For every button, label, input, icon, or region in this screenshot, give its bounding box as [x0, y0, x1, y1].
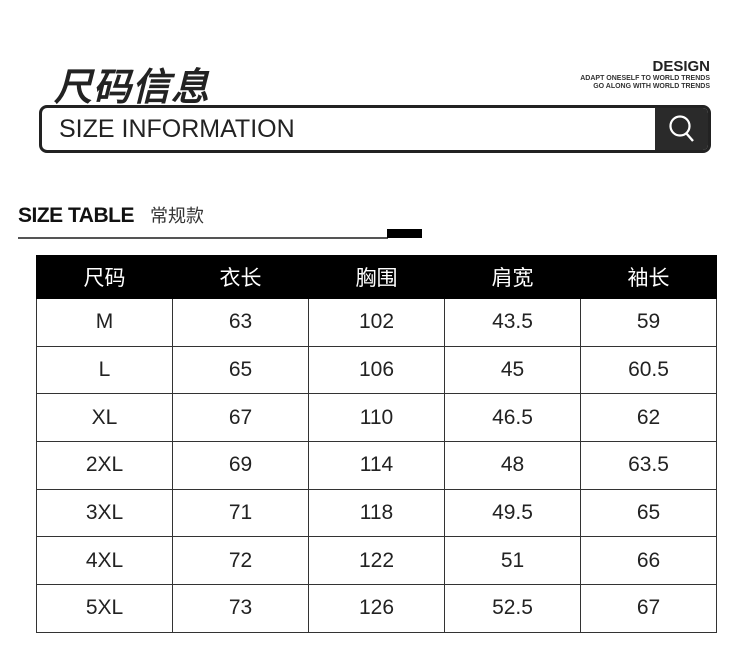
section-title-en: SIZE TABLE [18, 204, 134, 227]
table-cell: L [36, 345, 173, 395]
size-information-text: SIZE INFORMATION [59, 115, 295, 143]
table-cell: 69 [172, 441, 309, 490]
column-header: 尺码 [36, 255, 173, 299]
table-cell: 43.5 [444, 298, 581, 347]
tagline-2: GO ALONG WITH WORLD TRENDS [593, 83, 710, 90]
table-cell: 45 [444, 345, 581, 395]
table-cell: 49.5 [444, 488, 581, 538]
tagline-1: ADAPT ONESELF TO WORLD TRENDS [580, 75, 710, 82]
table-cell: 48 [444, 441, 581, 490]
table-row: 5XL 73 126 52.5 67 [36, 584, 717, 633]
search-button [655, 108, 708, 150]
search-icon [668, 115, 694, 142]
table-row: L 65 106 45 60.5 [36, 345, 717, 395]
table-row: 3XL 71 118 49.5 65 [36, 488, 717, 538]
table-cell: 2XL [36, 441, 173, 490]
table-cell: 65 [580, 488, 717, 538]
table-cell: 114 [308, 441, 445, 490]
table-cell: 62 [580, 393, 717, 443]
table-cell: 110 [308, 393, 445, 443]
table-cell: 59 [580, 298, 717, 347]
table-cell: 126 [308, 584, 445, 633]
table-cell: 72 [172, 536, 309, 586]
table-header: 尺码 衣长 胸围 肩宽 袖长 [36, 255, 717, 299]
column-header: 衣长 [172, 255, 309, 299]
table-cell: M [36, 298, 173, 347]
table-cell: XL [36, 393, 173, 443]
table-row: M 63 102 43.5 59 [36, 298, 717, 347]
table-cell: 71 [172, 488, 309, 538]
table-cell: 106 [308, 345, 445, 395]
table-cell: 63.5 [580, 441, 717, 490]
table-cell: 122 [308, 536, 445, 586]
table-cell: 4XL [36, 536, 173, 586]
table-cell: 67 [172, 393, 309, 443]
table-cell: 65 [172, 345, 309, 395]
column-header: 肩宽 [444, 255, 581, 299]
divider-line [18, 237, 388, 239]
table-cell: 3XL [36, 488, 173, 538]
size-information-bar: SIZE INFORMATION [39, 105, 711, 153]
table-cell: 67 [580, 584, 717, 633]
table-cell: 5XL [36, 584, 173, 633]
table-row: 2XL 69 114 48 63.5 [36, 441, 717, 490]
size-table: 尺码 衣长 胸围 肩宽 袖长 M 63 102 43.5 59 L 65 106 45 60.5 X… [36, 255, 717, 633]
table-cell: 46.5 [444, 393, 581, 443]
design-label: DESIGN [652, 58, 710, 75]
table-cell: 51 [444, 536, 581, 586]
column-header: 胸围 [308, 255, 445, 299]
table-cell: 102 [308, 298, 445, 347]
divider-accent [387, 229, 422, 238]
design-block: DESIGN ADAPT ONESELF TO WORLD TRENDS GO … [580, 58, 710, 91]
table-row: 4XL 72 122 51 66 [36, 536, 717, 586]
table-cell: 73 [172, 584, 309, 633]
table-cell: 63 [172, 298, 309, 347]
column-header: 袖长 [580, 255, 717, 299]
table-cell: 118 [308, 488, 445, 538]
section-title-cn: 常规款 [149, 206, 204, 226]
section-heading: SIZE TABLE 常规款 [18, 202, 204, 228]
table-cell: 60.5 [580, 345, 717, 395]
table-cell: 66 [580, 536, 717, 586]
table-row: XL 67 110 46.5 62 [36, 393, 717, 443]
page-title: 尺码信息 [54, 65, 211, 109]
table-cell: 52.5 [444, 584, 581, 633]
